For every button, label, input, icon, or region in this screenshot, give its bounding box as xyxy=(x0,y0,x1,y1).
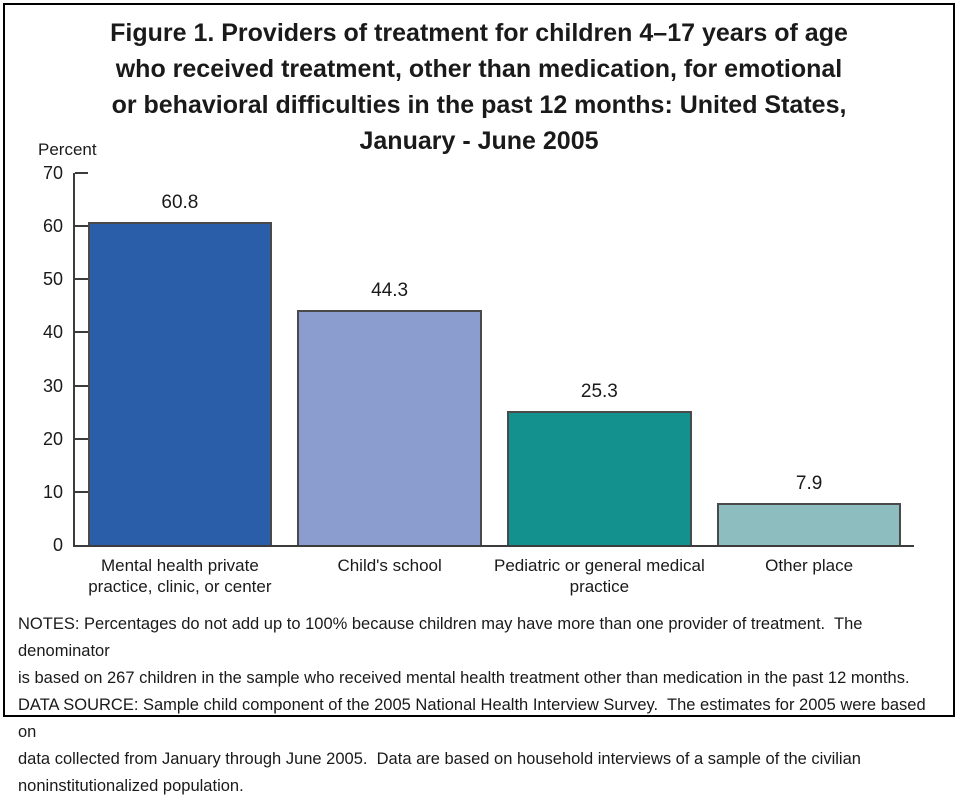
y-axis-tick-label: 40 xyxy=(17,322,63,342)
chart-title-line: or behavioral difficulties in the past 1… xyxy=(5,87,953,123)
figure-frame: Figure 1. Providers of treatment for chi… xyxy=(3,3,955,717)
y-axis-tick-label: 60 xyxy=(17,216,63,236)
chart-title-line: who received treatment, other than medic… xyxy=(5,51,953,87)
bar-value-label: 7.9 xyxy=(704,473,914,495)
note-line: NOTES: Percentages do not add up to 100%… xyxy=(18,611,940,665)
y-axis-tick-label: 30 xyxy=(17,376,63,396)
bar xyxy=(297,310,482,545)
note-line: is based on 267 children in the sample w… xyxy=(18,665,940,692)
x-axis-category-label: Pediatric or general medical practice xyxy=(492,555,708,597)
y-axis-tick-label: 50 xyxy=(17,269,63,289)
y-axis-tick-label: 0 xyxy=(17,535,63,555)
bar xyxy=(717,503,902,545)
bar-value-label: 25.3 xyxy=(495,381,705,403)
note-line: data collected from January through June… xyxy=(18,746,940,773)
y-axis-unit-label: Percent xyxy=(38,140,97,160)
x-axis-category-label: Mental health private practice, clinic, … xyxy=(72,555,288,597)
chart-title-line: January - June 2005 xyxy=(5,123,953,159)
y-axis-tick-label: 10 xyxy=(17,482,63,502)
note-line: DATA SOURCE: Sample child component of t… xyxy=(18,692,940,746)
chart-title-line: Figure 1. Providers of treatment for chi… xyxy=(5,15,953,51)
x-axis-category-label: Other place xyxy=(701,555,917,576)
bar xyxy=(88,222,273,545)
notes-block: NOTES: Percentages do not add up to 100%… xyxy=(18,611,940,800)
x-axis-category-label: Child's school xyxy=(282,555,498,576)
chart-title: Figure 1. Providers of treatment for chi… xyxy=(5,15,953,159)
bar-value-label: 44.3 xyxy=(285,280,495,302)
y-axis-tick-label: 70 xyxy=(17,163,63,183)
bar-value-label: 60.8 xyxy=(75,192,285,214)
note-line: noninstitutionalized population. xyxy=(18,773,940,800)
y-axis-tick-label: 20 xyxy=(17,429,63,449)
bar xyxy=(507,411,692,545)
